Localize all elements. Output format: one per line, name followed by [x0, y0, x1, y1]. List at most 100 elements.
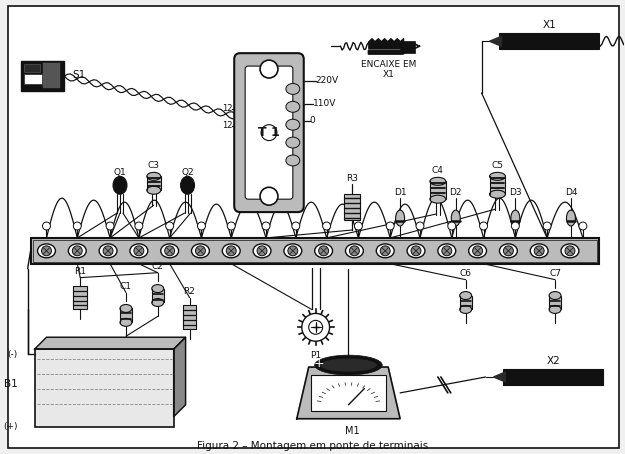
Circle shape — [302, 313, 329, 341]
Circle shape — [260, 187, 278, 205]
Text: S1: S1 — [72, 70, 86, 80]
Bar — [460, 296, 472, 310]
Ellipse shape — [451, 210, 460, 226]
Text: D2: D2 — [449, 188, 462, 197]
Bar — [21, 61, 64, 91]
Ellipse shape — [314, 244, 332, 258]
Circle shape — [322, 222, 331, 230]
Text: C4: C4 — [432, 166, 444, 175]
Bar — [24, 74, 41, 84]
Ellipse shape — [284, 244, 302, 258]
Text: C5: C5 — [491, 161, 504, 170]
Bar — [430, 181, 446, 199]
Text: (-): (-) — [8, 350, 18, 359]
Ellipse shape — [191, 244, 209, 258]
Ellipse shape — [120, 305, 132, 312]
Circle shape — [579, 222, 587, 230]
Text: R3: R3 — [346, 174, 358, 183]
Ellipse shape — [319, 358, 378, 372]
Circle shape — [103, 246, 113, 256]
Text: C2: C2 — [152, 262, 164, 271]
Ellipse shape — [120, 318, 132, 326]
Circle shape — [196, 246, 206, 256]
Bar — [34, 349, 174, 427]
Bar — [31, 238, 599, 264]
Ellipse shape — [376, 244, 394, 258]
Circle shape — [72, 246, 82, 256]
Ellipse shape — [314, 355, 382, 375]
Ellipse shape — [253, 244, 271, 258]
Ellipse shape — [286, 101, 300, 112]
Bar — [147, 176, 161, 190]
Circle shape — [380, 246, 390, 256]
Ellipse shape — [152, 285, 164, 292]
Circle shape — [448, 222, 456, 230]
Circle shape — [411, 246, 421, 256]
Circle shape — [288, 246, 298, 256]
Circle shape — [416, 222, 424, 230]
Bar — [499, 33, 599, 49]
Text: C1: C1 — [120, 282, 132, 291]
Circle shape — [198, 222, 206, 230]
Bar — [489, 176, 506, 194]
Text: P1: P1 — [310, 350, 321, 360]
Ellipse shape — [566, 210, 576, 226]
Bar — [549, 296, 561, 310]
Polygon shape — [494, 372, 506, 382]
Circle shape — [319, 246, 329, 256]
Circle shape — [228, 222, 235, 230]
Circle shape — [166, 222, 174, 230]
Bar — [120, 308, 132, 322]
Ellipse shape — [438, 244, 456, 258]
Ellipse shape — [499, 244, 518, 258]
Ellipse shape — [346, 244, 363, 258]
Ellipse shape — [530, 244, 548, 258]
Text: Figura 2 – Montagem em ponte de terminais: Figura 2 – Montagem em ponte de terminai… — [197, 440, 428, 450]
Ellipse shape — [460, 291, 472, 300]
Text: 220V: 220V — [316, 76, 339, 85]
Ellipse shape — [38, 244, 56, 258]
Ellipse shape — [460, 306, 472, 313]
Circle shape — [442, 246, 452, 256]
Circle shape — [543, 222, 551, 230]
Ellipse shape — [99, 244, 117, 258]
Text: D4: D4 — [565, 188, 578, 197]
Polygon shape — [34, 337, 186, 349]
Circle shape — [262, 222, 270, 230]
Text: C7: C7 — [549, 269, 561, 278]
Bar — [344, 194, 361, 220]
Text: D1: D1 — [394, 188, 406, 197]
Bar — [400, 41, 415, 53]
Bar — [32, 240, 597, 262]
Ellipse shape — [286, 119, 300, 130]
Text: 12: 12 — [222, 104, 232, 114]
Circle shape — [257, 246, 267, 256]
Text: C3: C3 — [148, 161, 160, 170]
Ellipse shape — [113, 176, 127, 194]
Circle shape — [42, 222, 51, 230]
Circle shape — [503, 246, 513, 256]
Ellipse shape — [511, 210, 520, 226]
Circle shape — [472, 246, 482, 256]
Circle shape — [106, 222, 114, 230]
Circle shape — [41, 246, 51, 256]
Bar — [503, 369, 602, 385]
Ellipse shape — [489, 173, 506, 180]
Circle shape — [309, 321, 322, 334]
Text: R1: R1 — [74, 267, 86, 276]
Circle shape — [73, 222, 81, 230]
Circle shape — [386, 222, 394, 230]
Ellipse shape — [286, 137, 300, 148]
Text: 0: 0 — [310, 116, 316, 125]
Polygon shape — [489, 36, 501, 46]
Circle shape — [349, 246, 359, 256]
Ellipse shape — [489, 190, 506, 198]
Bar — [73, 286, 88, 310]
Circle shape — [565, 246, 575, 256]
Circle shape — [226, 246, 236, 256]
Text: D3: D3 — [509, 188, 522, 197]
Circle shape — [354, 222, 362, 230]
Ellipse shape — [286, 155, 300, 166]
Circle shape — [479, 222, 488, 230]
Text: Q2: Q2 — [181, 168, 194, 177]
